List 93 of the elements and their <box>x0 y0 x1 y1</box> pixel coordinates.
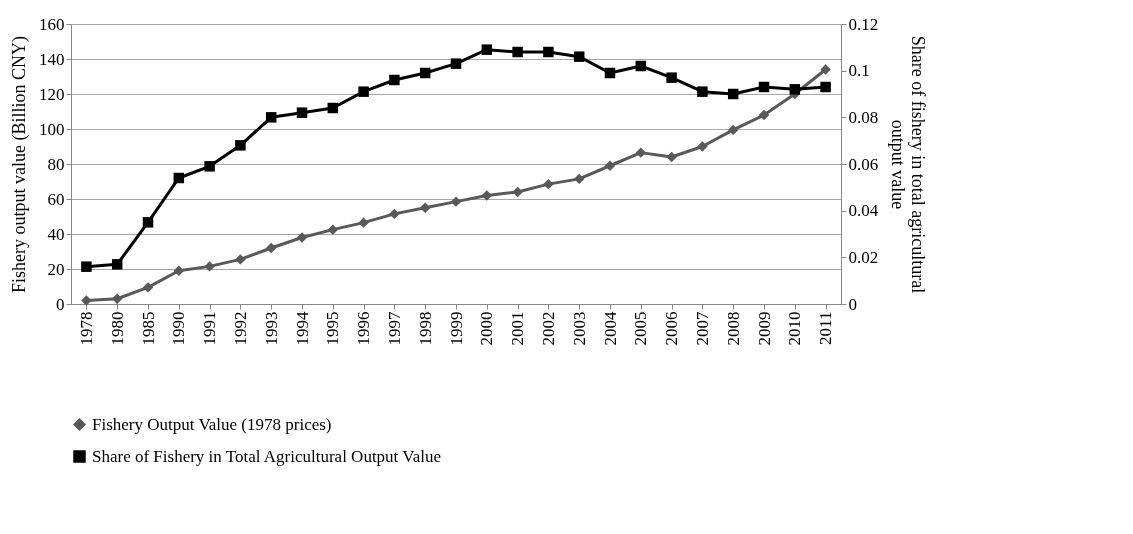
point <box>666 151 677 163</box>
x-tick-label: 2005 <box>631 311 651 346</box>
x-tick-label: 2011 <box>816 311 836 345</box>
point <box>450 196 462 207</box>
y2-tick-label: 0.04 <box>848 201 879 221</box>
point <box>543 178 554 190</box>
x-tick-label: 2008 <box>723 311 743 346</box>
point <box>419 67 431 79</box>
y-tick-label: 60 <box>47 189 65 209</box>
point <box>142 217 154 228</box>
point <box>142 282 154 293</box>
x-tick-label: 2000 <box>477 311 497 346</box>
x-tick-label: 2002 <box>538 311 558 346</box>
point <box>820 81 831 93</box>
x-tick-label: 1994 <box>292 311 312 346</box>
point <box>820 64 831 75</box>
x-tick-label: 1991 <box>200 311 220 346</box>
point <box>389 208 400 220</box>
point <box>573 173 585 185</box>
point <box>235 254 246 265</box>
point <box>512 46 523 58</box>
y-tick-label: 140 <box>39 49 65 69</box>
y2-tick-label: 0.12 <box>848 14 879 34</box>
x-tick-label: 1999 <box>446 311 466 346</box>
x-tick-label: 1992 <box>230 311 250 346</box>
point <box>666 72 677 83</box>
point <box>419 202 431 213</box>
x-tick-label: 1990 <box>169 311 189 346</box>
y-tick-label: 160 <box>39 14 65 34</box>
point <box>758 81 770 93</box>
point <box>481 44 493 55</box>
y2-tick-label: 0.08 <box>848 107 879 127</box>
point <box>604 67 616 79</box>
y-tick-label: 20 <box>47 259 65 279</box>
x-tick-label: 1997 <box>384 311 404 346</box>
x-tick-label: 2001 <box>508 311 528 346</box>
x-tick-label: 2007 <box>692 311 712 346</box>
point <box>327 224 339 235</box>
y2-tick-label: 0.06 <box>848 154 879 174</box>
y2-tick-label: 0.1 <box>848 61 870 81</box>
point <box>265 112 277 123</box>
y-tick-label: 120 <box>39 84 65 104</box>
y-tick-label: 100 <box>39 119 65 139</box>
x-tick-label: 2004 <box>600 311 620 346</box>
y2-axis-title: Share of fishery in total agricultural output value <box>888 35 929 294</box>
x-tick-label: 1996 <box>354 311 374 346</box>
point <box>727 88 739 100</box>
point <box>235 140 246 151</box>
x-tick-label: 2010 <box>785 311 805 346</box>
point <box>697 86 708 97</box>
point <box>173 172 185 184</box>
point <box>204 261 215 272</box>
point <box>81 295 92 306</box>
y-axis-title: Fishery output value (Billion CNY) <box>9 36 30 293</box>
y2-tick-label: 0 <box>848 294 857 314</box>
point <box>604 160 616 171</box>
point <box>512 186 523 198</box>
point <box>450 58 462 69</box>
y-tick-label: 0 <box>56 294 65 314</box>
y-tick-label: 80 <box>47 154 65 174</box>
point <box>789 84 801 95</box>
point <box>543 46 554 58</box>
x-tick-label: 1985 <box>138 311 158 346</box>
point <box>358 86 369 97</box>
point <box>758 109 770 121</box>
x-tick-label: 1995 <box>323 311 343 346</box>
x-tick-label: 1978 <box>76 311 96 346</box>
point <box>635 147 647 158</box>
legend-label: Fishery Output Value (1978 prices) <box>92 414 332 434</box>
point <box>204 161 215 172</box>
point <box>327 102 339 114</box>
y2-tick-label: 0.02 <box>848 247 879 267</box>
point <box>111 259 123 270</box>
legend-label: Share of Fishery in Total Agricultural Output Value <box>92 446 441 466</box>
point <box>635 60 647 72</box>
point <box>481 190 493 201</box>
point <box>173 265 185 276</box>
x-tick-label: 2006 <box>662 311 682 346</box>
point <box>265 242 277 254</box>
point <box>697 141 708 152</box>
point <box>296 232 308 243</box>
x-tick-label: 1993 <box>261 311 281 346</box>
point <box>727 124 739 136</box>
point <box>573 51 585 62</box>
y-tick-label: 40 <box>47 224 65 244</box>
x-tick-label: 1998 <box>415 311 435 346</box>
point <box>358 217 369 228</box>
x-tick-label: 2003 <box>569 311 589 346</box>
x-tick-label: 1980 <box>107 311 127 346</box>
point <box>389 74 400 86</box>
x-tick-label: 2009 <box>754 311 774 346</box>
point <box>296 107 308 118</box>
point <box>81 261 92 272</box>
